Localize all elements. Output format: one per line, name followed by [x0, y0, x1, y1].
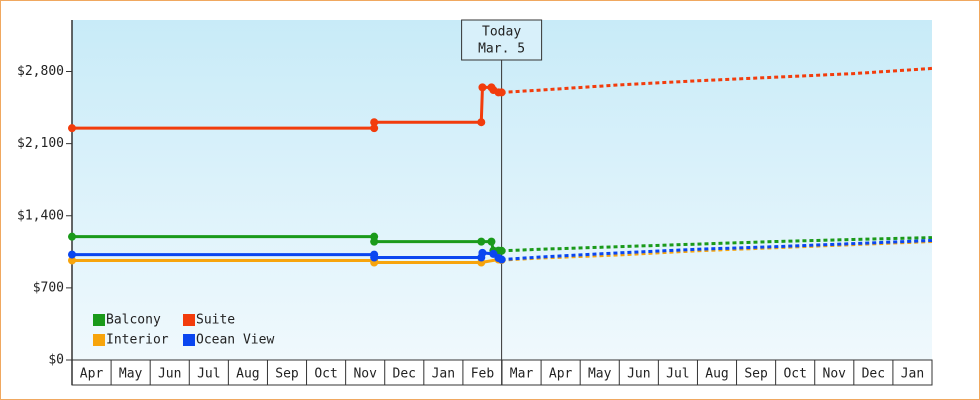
price-point	[68, 256, 76, 265]
price-point	[370, 253, 379, 262]
x-tick-label: Mar	[510, 367, 534, 382]
y-tick-label: $700	[33, 280, 64, 295]
price-point	[478, 248, 487, 257]
today-date: Mar. 5	[478, 42, 525, 57]
x-tick-label: Aug	[705, 367, 728, 382]
price-point	[68, 250, 76, 259]
y-tick-label: $2,800	[17, 64, 64, 79]
x-tick-label: Aug	[236, 367, 259, 382]
x-tick-label: Jan	[901, 367, 924, 382]
forecast-line	[501, 236, 933, 253]
price-point	[370, 124, 379, 133]
x-tick-label: Sep	[275, 367, 299, 382]
x-tick-label: Oct	[783, 367, 806, 382]
x-tick-label: Apr	[80, 367, 104, 382]
price-point	[68, 124, 76, 133]
y-tick-label: $0	[48, 353, 64, 368]
price-point	[370, 118, 379, 127]
price-point	[477, 118, 486, 127]
x-tick-label: Jul	[666, 367, 689, 382]
x-tick-label: Nov	[823, 367, 847, 382]
x-tick-label: Jun	[627, 367, 650, 382]
x-tick-label: Sep	[744, 367, 768, 382]
forecast-line	[501, 66, 933, 94]
x-tick-label: Apr	[549, 367, 573, 382]
price-point	[477, 237, 486, 246]
today-label: Today	[482, 25, 521, 40]
legend-swatch	[183, 334, 195, 346]
x-tick-label: May	[588, 367, 612, 382]
price-point	[487, 237, 496, 246]
price-point	[497, 88, 506, 97]
legend-swatch	[183, 314, 195, 326]
x-tick-label: Jan	[432, 367, 455, 382]
x-tick-label: Jun	[158, 367, 181, 382]
price-point	[370, 237, 379, 246]
forecast-line	[501, 238, 933, 262]
y-tick-label: $2,100	[17, 136, 64, 151]
legend-label: Interior	[106, 333, 169, 348]
price-point	[68, 232, 76, 241]
x-tick-label: Dec	[862, 367, 885, 382]
legend-swatch	[93, 334, 105, 346]
price-point	[478, 83, 487, 92]
x-tick-label: Nov	[353, 367, 377, 382]
x-tick-label: Jul	[197, 367, 220, 382]
x-tick-label: Dec	[393, 367, 416, 382]
x-tick-label: May	[119, 367, 143, 382]
legend-label: Balcony	[106, 313, 161, 328]
y-tick-label: $1,400	[17, 208, 64, 223]
legend-label: Suite	[196, 313, 235, 328]
legend-label: Ocean View	[196, 333, 274, 348]
price-point	[497, 246, 506, 255]
today-box	[461, 19, 543, 61]
x-tick-label: Oct	[314, 367, 337, 382]
x-tick-label: Feb	[471, 367, 495, 382]
legend-swatch	[93, 314, 105, 326]
price-point	[497, 255, 506, 264]
